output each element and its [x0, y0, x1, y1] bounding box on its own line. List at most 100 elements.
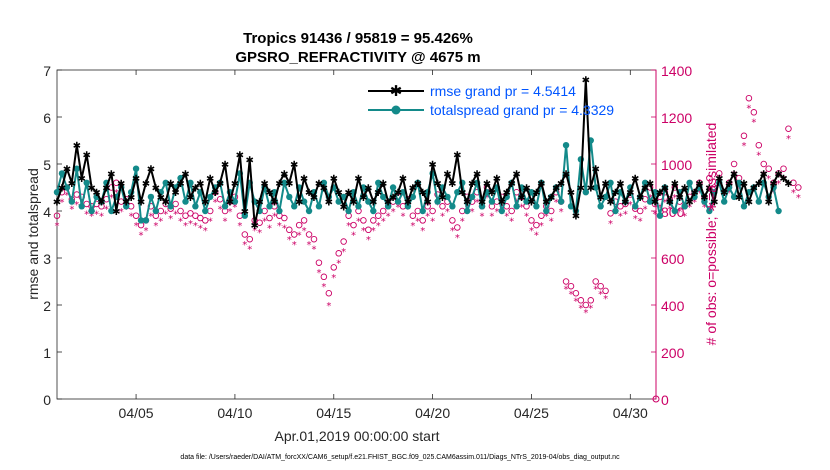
totalspread-point	[320, 179, 328, 186]
obs-possible-point	[577, 297, 585, 304]
y-axis-label: rmse and totalspread	[25, 168, 41, 300]
obs-possible-point	[295, 221, 303, 229]
totalspread-point	[523, 198, 530, 205]
totalspread-point	[641, 179, 649, 186]
obs-possible-point	[562, 278, 570, 285]
rmse-point: ✱	[760, 169, 768, 180]
rmse-point: ✱	[448, 179, 456, 190]
obs-possible-point	[706, 174, 713, 182]
rmse-point: ✱	[364, 184, 372, 195]
rmse-point: ✱	[206, 174, 214, 185]
rmse-point: ✱	[305, 188, 313, 199]
series-rmse-line	[56, 78, 790, 227]
obs-assimilated-point: *	[302, 226, 307, 237]
totalspread-point	[202, 207, 209, 215]
rmse-point: ✱	[676, 193, 684, 204]
rmse-point: ✱	[626, 188, 634, 199]
rmse-point: ✱	[666, 198, 674, 209]
obs-assimilated-point: *	[74, 200, 79, 211]
obs-assimilated-point: *	[672, 193, 677, 204]
rmse-point: ✱	[295, 198, 303, 209]
rmse-point: ✱	[740, 179, 748, 190]
rmse-point: ✱	[473, 169, 481, 180]
totalspread-point	[612, 207, 619, 215]
totalspread-point	[775, 207, 782, 215]
obs-assimilated-point: *	[326, 301, 331, 312]
obs-assimilated-point: *	[257, 228, 262, 239]
rmse-point: ✱	[137, 198, 145, 209]
obs-possible-point	[315, 259, 323, 266]
obs-assimilated-point: *	[623, 209, 628, 220]
obs-assimilated-point: *	[371, 226, 376, 237]
obs-assimilated-point: *	[549, 216, 554, 227]
totalspread-point	[281, 179, 288, 186]
rmse-point: ✱	[483, 179, 491, 190]
obs-assimilated-point: *	[277, 221, 282, 232]
obs-possible-point	[177, 207, 184, 215]
obs-possible-point	[266, 214, 273, 222]
obs-assimilated-point: *	[405, 205, 410, 216]
rmse-point: ✱	[260, 179, 268, 190]
obs-assimilated-point: *	[351, 231, 356, 242]
rmse-point: ✱	[374, 188, 382, 199]
obs-assimilated-point: *	[134, 221, 139, 232]
obs-assimilated-point: *	[400, 212, 405, 223]
rmse-point: ✱	[122, 198, 130, 209]
obs-possible-point	[780, 165, 787, 172]
obs-assimilated-point: *	[484, 193, 489, 204]
obs-possible-point	[785, 125, 792, 132]
totalspread-point	[384, 203, 392, 210]
rmse-point: ✱	[181, 169, 189, 180]
obs-assimilated-point: *	[153, 221, 158, 232]
rmse-point: ✱	[102, 184, 110, 195]
obs-assimilated-point: *	[139, 231, 144, 242]
obs-assimilated-point: *	[687, 202, 692, 213]
totalspread-point	[543, 207, 550, 215]
obs-possible-point	[775, 170, 782, 177]
rmse-point: ✱	[616, 179, 624, 190]
rmse-point: ✱	[507, 179, 515, 190]
obs-possible-point	[572, 290, 580, 297]
rmse-point: ✱	[68, 179, 76, 190]
obs-assimilated-point: *	[227, 207, 232, 218]
totalspread-point	[286, 193, 293, 201]
rmse-point: ✱	[231, 179, 239, 190]
obs-assimilated-point: *	[391, 207, 396, 218]
totalspread-point	[444, 193, 451, 201]
totalspread-point	[335, 198, 342, 205]
y-tick-label: 2	[43, 298, 51, 314]
rmse-point: ✱	[478, 198, 486, 209]
rmse-point: ✱	[725, 179, 733, 190]
obs-assimilated-point: *	[746, 104, 751, 115]
rmse-point: ✱	[735, 193, 743, 204]
rmse-point: ✱	[671, 179, 679, 190]
rmse-point: ✱	[112, 207, 120, 218]
obs-assimilated-point: *	[203, 226, 208, 237]
obs-assimilated-point: *	[99, 212, 104, 223]
obs-possible-point	[286, 226, 293, 234]
chart-title-line-1: Tropics 91436 / 95819 = 95.426%	[243, 30, 473, 47]
rmse-point: ✱	[78, 174, 86, 185]
rmse-point: ✱	[285, 179, 293, 190]
obs-assimilated-point: *	[781, 174, 786, 185]
rmse-point: ✱	[63, 165, 71, 176]
obs-possible-point	[592, 278, 599, 285]
rmse-point: ✱	[339, 202, 347, 213]
obs-assimilated-point: *	[331, 273, 336, 284]
obs-possible-point	[582, 301, 590, 309]
x-tick-label: 04/20	[415, 405, 450, 421]
y-right-tick-label: 1400	[661, 63, 692, 79]
obs-assimilated-point: *	[213, 198, 218, 209]
obs-assimilated-point: *	[89, 212, 94, 223]
rmse-point: ✱	[186, 193, 194, 204]
obs-possible-point	[429, 207, 436, 215]
rmse-point: ✱	[359, 193, 367, 204]
rmse-point: ✱	[621, 198, 629, 209]
obs-assimilated-point: *	[316, 268, 321, 279]
rmse-point: ✱	[419, 188, 427, 199]
obs-assimilated-point: *	[440, 212, 445, 223]
obs-assimilated-point: *	[410, 221, 415, 232]
obs-assimilated-point: *	[608, 219, 613, 230]
rmse-point: ✱	[453, 151, 461, 162]
